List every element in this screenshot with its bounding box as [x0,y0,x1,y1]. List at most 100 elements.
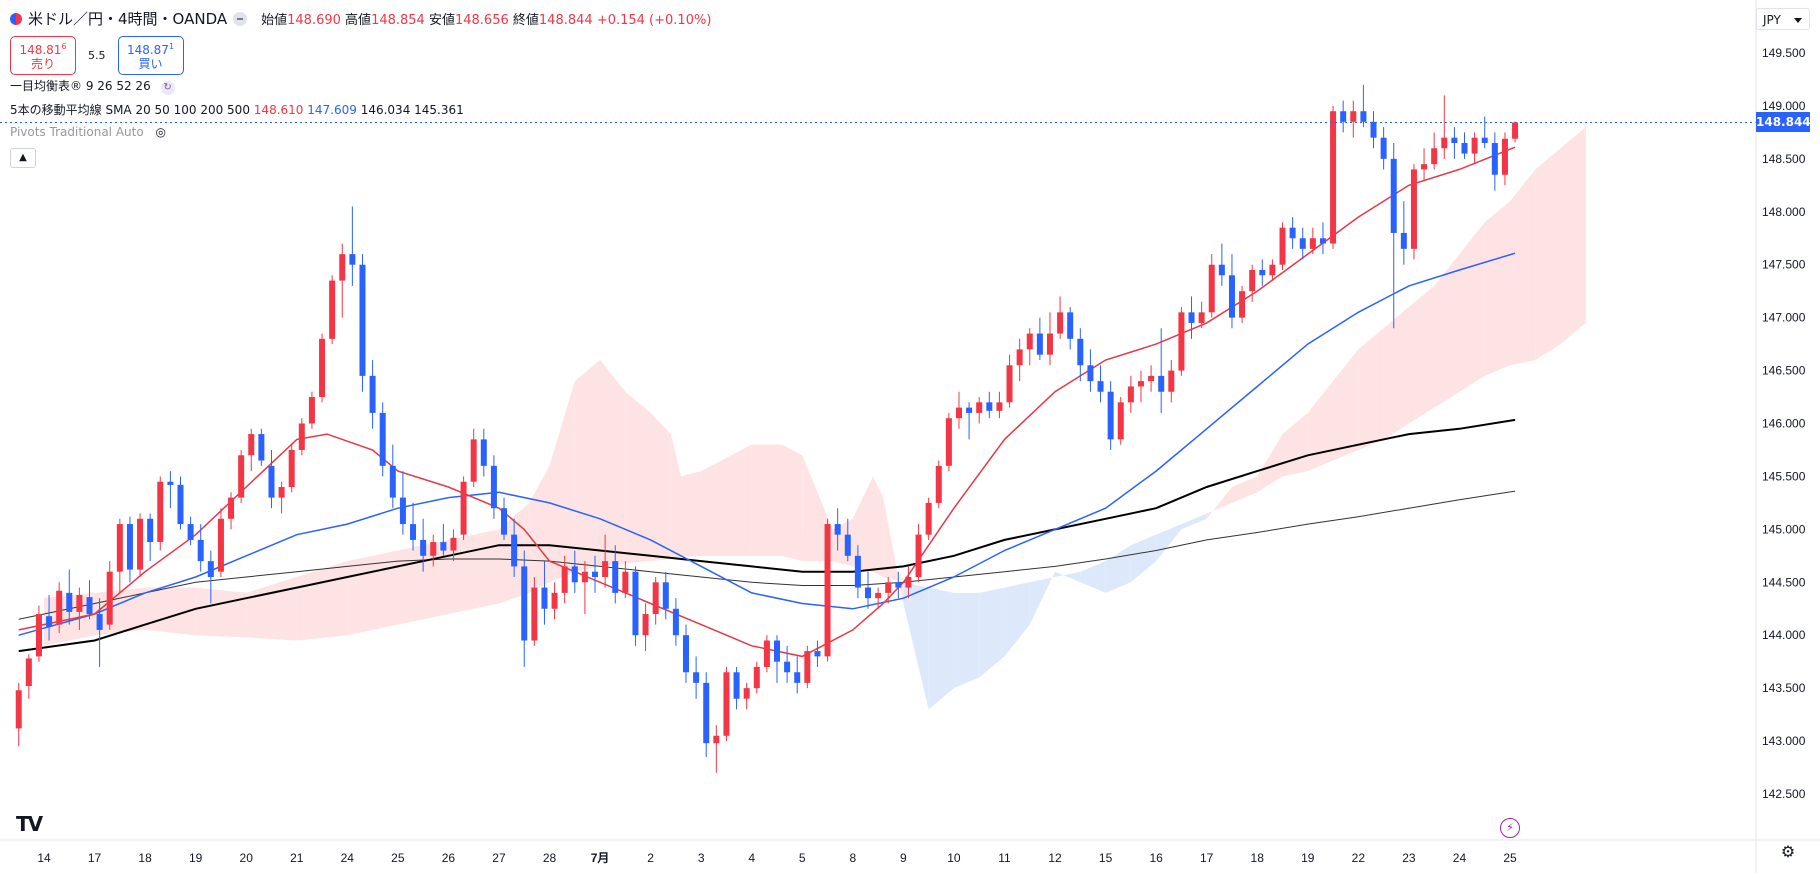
candle-body [1107,391,1114,440]
tradingview-logo-icon[interactable]: TV [16,812,43,836]
candle-body [622,571,629,593]
candle-body [976,402,983,413]
cloud-segment [782,444,803,562]
cloud-segment [1282,412,1308,477]
candle-body [925,502,932,535]
high-label: 高値 [345,13,372,28]
candle-body [1340,111,1347,122]
cloud-segment [625,391,651,564]
sell-button[interactable]: 148.816 売り [10,36,76,75]
candle-body [1360,111,1367,122]
candle-body [1299,238,1306,249]
candle-body [1208,264,1215,313]
sma-legend[interactable]: 5本の移動平均線 SMA 20 50 100 200 500 148.610 1… [10,101,464,118]
sma20-line [18,146,1516,658]
ichimoku-cloud [44,127,1586,710]
candle-body [774,640,780,662]
cloud-segment [1130,534,1157,583]
cloud-segment [1333,349,1359,461]
cloud-segment [1484,201,1510,376]
sma200-line [18,490,1516,620]
cloud-segment [1029,571,1056,625]
pivots-legend[interactable]: Pivots Traditional Auto ◎ [10,125,166,139]
cloud-segment [650,412,671,562]
minus-icon[interactable] [233,11,248,26]
price-tick-label: 145.000 [1762,522,1806,536]
time-tick-label: 26 [442,851,456,865]
candle-body [854,555,861,588]
time-tick-label: 17 [88,851,102,865]
candle-body [1501,138,1508,175]
candle-body [1279,227,1286,265]
candle-body [753,666,760,689]
cloud-segment [1408,285,1435,424]
candle-body [885,582,892,593]
high-value: 148.854 [371,13,425,28]
cloud-segment [1055,571,1081,583]
buy-button[interactable]: 148.871 買い [117,36,184,75]
candle-body [410,524,417,540]
candle-body [683,635,690,673]
candle-body [1451,137,1458,143]
candle-body [1228,275,1235,318]
candle-body [592,571,599,577]
candle-body [723,672,730,736]
cloud-segment [701,455,732,556]
candle-body [1168,370,1175,392]
candle-body [1491,142,1498,175]
time-tick-label: 25 [1503,851,1517,865]
sell-price-sup: 6 [61,42,67,51]
refresh-icon[interactable]: ↻ [160,81,175,95]
change-value: +0.154 (+0.10%) [596,13,712,28]
candle-body [1421,164,1428,170]
spread-value: 5.5 [88,49,106,62]
price-tick-label: 148.500 [1762,152,1806,166]
cloud-segment [549,381,575,583]
cloud-segment [953,592,980,689]
cloud-segment [1434,254,1460,408]
candle-body [157,481,164,543]
sma100-line [18,418,1516,653]
candle-body [440,542,447,551]
candle-body [288,449,295,488]
symbol-title[interactable]: 米ドル／円・4時間・OANDA [28,10,228,28]
candle-body [1269,264,1276,276]
candle-body [248,434,255,456]
candle-body [450,537,457,551]
candle-body [612,561,619,593]
time-tick-label: 3 [698,851,705,865]
time-tick-label: 24 [341,851,355,865]
cloud-segment [1231,476,1258,503]
lightning-icon[interactable]: ⚡ [1500,818,1520,838]
candle-body [521,566,528,641]
gear-icon[interactable]: ⚙ [1780,842,1796,861]
cloud-segment [246,576,297,641]
chevron-up-icon[interactable]: ▲ [10,148,36,168]
time-axis[interactable]: 14 17 18 19 20 21 24 25 26 27 28 7月 2 3 4 5 8 9 10 11 12 15 16… [37,851,1517,865]
price-axis[interactable]: 149.500 149.000 148.500 148.000 147.500 147.0… [1762,46,1806,801]
currency-label: JPY [1763,13,1781,27]
candle-body [551,592,558,609]
candle-body [1350,111,1357,122]
cloud-segment [1004,582,1030,657]
time-tick-label: 8 [849,851,856,865]
eye-off-icon[interactable]: ◎ [155,125,166,139]
ichimoku-legend[interactable]: 一目均衡表® 9 26 52 26 ↻ [10,77,175,95]
price-tick-label: 146.500 [1762,364,1806,378]
currency-selector[interactable]: JPY [1756,8,1810,30]
candle-body [319,338,326,398]
candle-body [187,524,194,540]
candle-body [389,465,396,498]
candle-body [1148,375,1155,382]
buy-price: 148.87 [126,43,169,57]
candle-body [1481,137,1488,143]
price-tick-label: 148.000 [1762,205,1806,219]
candle-body [1309,238,1316,249]
low-value: 148.656 [454,13,509,28]
candle-body [268,465,275,498]
candle-body [915,534,922,577]
cloud-segment [1307,381,1334,472]
candle-body [1026,333,1033,350]
candle-body [905,576,912,588]
